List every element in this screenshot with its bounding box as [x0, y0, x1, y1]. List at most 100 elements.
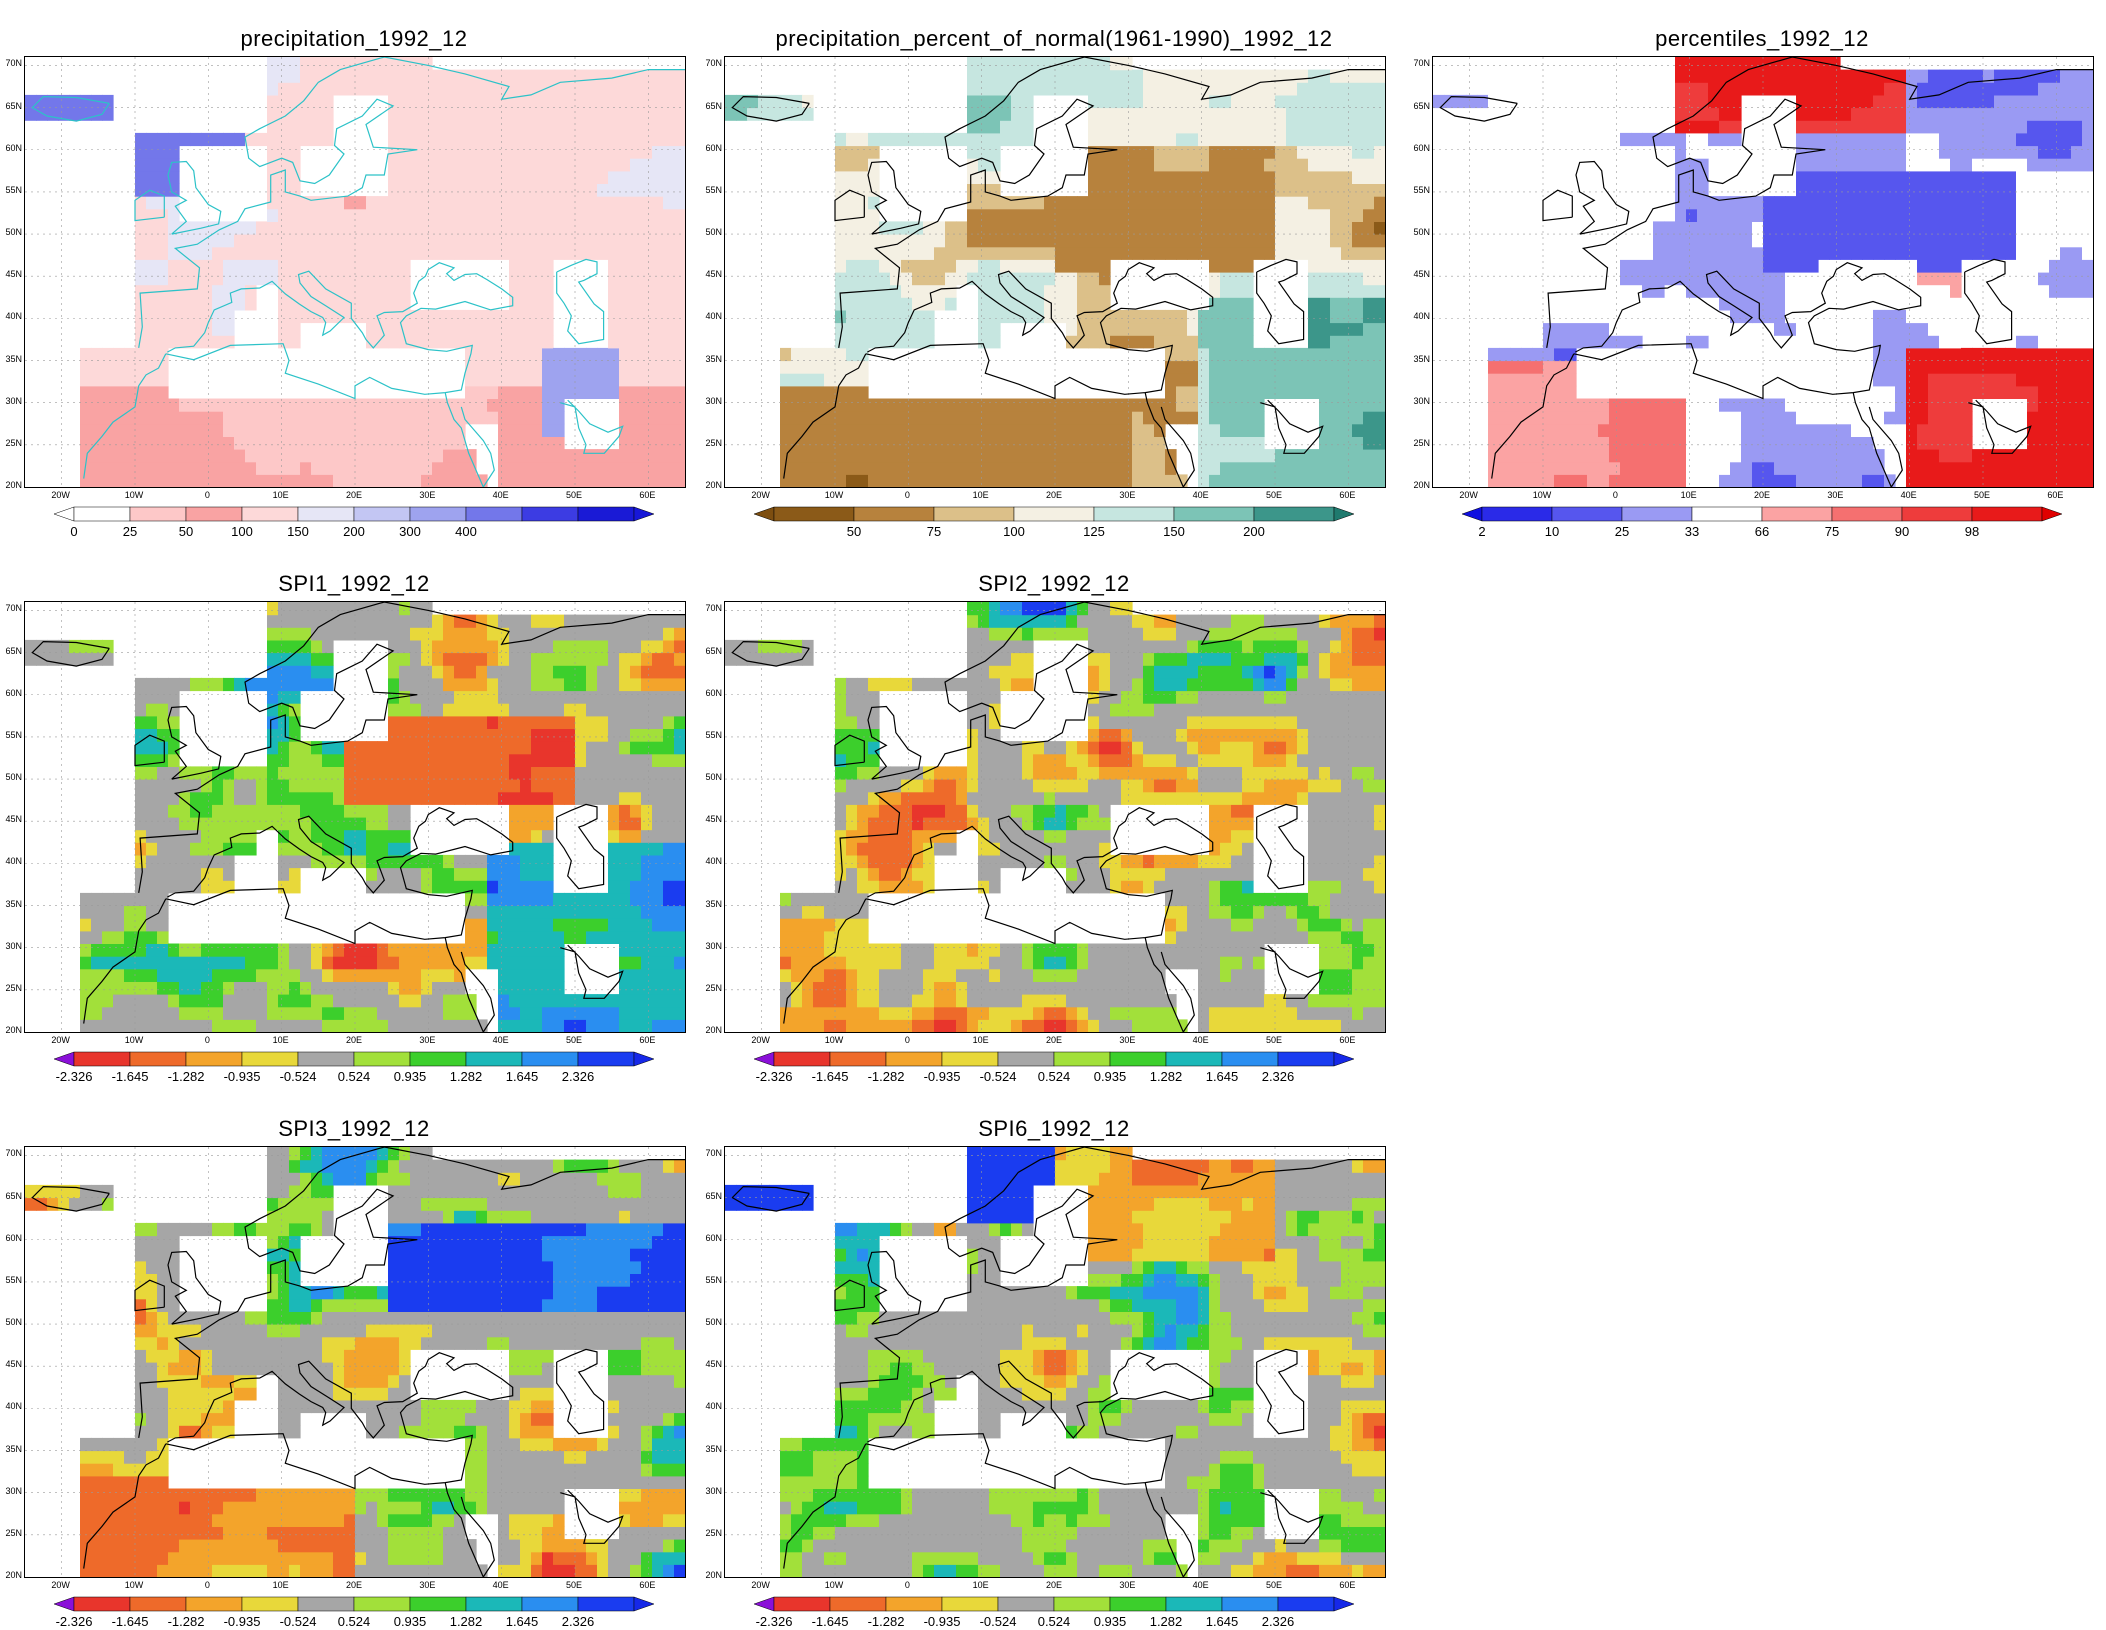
lat-tick-label: 60N	[1406, 143, 1430, 153]
colorbar-label: -1.645	[105, 1614, 155, 1629]
colorbar-swatch	[1166, 1052, 1222, 1066]
colorbar-swatch	[998, 1052, 1054, 1066]
colorbar-label: -1.282	[161, 1614, 211, 1629]
colorbar-label: 0.524	[1029, 1614, 1079, 1629]
lat-tick-label: 50N	[1406, 227, 1430, 237]
lat-tick-label: 45N	[0, 814, 22, 824]
lon-tick-label: 20W	[46, 1035, 76, 1045]
colorbar-label: 75	[909, 524, 959, 539]
lat-tick-label: 50N	[698, 227, 722, 237]
lat-tick-label: 35N	[698, 354, 722, 364]
lon-tick-label: 10E	[966, 1580, 996, 1590]
lon-tick-label: 50E	[1259, 1035, 1289, 1045]
colorbar-swatch	[74, 1597, 130, 1611]
lat-tick-label: 20N	[0, 1025, 22, 1035]
colorbar-label: -2.326	[749, 1614, 799, 1629]
lat-tick-label: 45N	[698, 269, 722, 279]
colorbar-label: -0.935	[217, 1614, 267, 1629]
colorbar-swatch	[1482, 507, 1552, 521]
colorbar-label: -1.282	[861, 1614, 911, 1629]
lon-tick-label: 50E	[1259, 490, 1289, 500]
colorbar-label: -0.524	[273, 1069, 323, 1084]
lat-tick-label: 50N	[0, 772, 22, 782]
colorbar-label: 100	[217, 524, 267, 539]
colorbar-swatch	[830, 1052, 886, 1066]
lon-tick-label: 10E	[266, 490, 296, 500]
colorbar-swatch	[354, 1597, 410, 1611]
lat-tick-label: 40N	[0, 1401, 22, 1411]
colorbar	[1462, 506, 2062, 522]
lat-tick-label: 50N	[0, 227, 22, 237]
panel-title: precipitation_1992_12	[24, 26, 684, 52]
colorbar	[54, 506, 654, 522]
lat-tick-label: 65N	[0, 646, 22, 656]
map-panel-pct_normal: precipitation_percent_of_normal(1961-199…	[700, 0, 1400, 540]
lat-tick-label: 20N	[698, 1025, 722, 1035]
lat-tick-label: 25N	[698, 438, 722, 448]
colorbar-swatch	[1622, 507, 1692, 521]
map-area	[1432, 56, 2094, 488]
lat-tick-label: 55N	[698, 730, 722, 740]
lon-tick-label: 0	[192, 1580, 222, 1590]
lon-tick-label: 20W	[46, 1580, 76, 1590]
colorbar-label: -1.645	[105, 1069, 155, 1084]
colorbar-label: -0.524	[273, 1614, 323, 1629]
lon-tick-label: 0	[892, 1035, 922, 1045]
colorbar-label: -1.282	[161, 1069, 211, 1084]
lat-tick-label: 30N	[698, 941, 722, 951]
colorbar-swatch	[1094, 507, 1174, 521]
colorbar-label: 2.326	[1253, 1614, 1303, 1629]
colorbar-swatch	[130, 1597, 186, 1611]
colorbar-label: 2	[1457, 524, 1507, 539]
lat-tick-label: 65N	[0, 1191, 22, 1201]
colorbar-label: 400	[441, 524, 491, 539]
colorbar-swatch	[1174, 507, 1254, 521]
lat-tick-label: 70N	[0, 603, 22, 613]
lon-tick-label: 20E	[339, 490, 369, 500]
colorbar-label: -2.326	[49, 1614, 99, 1629]
lon-tick-label: 10W	[819, 1580, 849, 1590]
lat-tick-label: 40N	[698, 1401, 722, 1411]
lat-tick-label: 40N	[0, 856, 22, 866]
colorbar-swatch	[298, 1597, 354, 1611]
lat-tick-label: 70N	[698, 603, 722, 613]
lat-tick-label: 55N	[698, 1275, 722, 1285]
colorbar-label: 33	[1667, 524, 1717, 539]
lon-tick-label: 10W	[819, 490, 849, 500]
colorbar-swatch	[1222, 1052, 1278, 1066]
colorbar-swatch	[1832, 507, 1902, 521]
lon-tick-label: 10W	[119, 1580, 149, 1590]
panel-title: SPI2_1992_12	[724, 571, 1384, 597]
colorbar-left-arrow	[1462, 507, 1482, 521]
colorbar-left-arrow	[754, 1597, 774, 1611]
lat-tick-label: 20N	[0, 1570, 22, 1580]
map-field	[25, 602, 685, 1032]
lat-tick-label: 20N	[0, 480, 22, 490]
lat-tick-label: 50N	[0, 1317, 22, 1327]
colorbar-swatch	[1054, 1597, 1110, 1611]
lon-tick-label: 30E	[412, 1580, 442, 1590]
lon-tick-label: 20E	[1039, 490, 1069, 500]
lat-tick-label: 45N	[0, 1359, 22, 1369]
colorbar-right-arrow	[1334, 1052, 1354, 1066]
colorbar-swatch	[1014, 507, 1094, 521]
colorbar-label: 0.524	[329, 1614, 379, 1629]
lon-tick-label: 30E	[412, 490, 442, 500]
colorbar-swatch	[1278, 1597, 1334, 1611]
colorbar-label: 1.645	[497, 1614, 547, 1629]
lat-tick-label: 70N	[0, 58, 22, 68]
lat-tick-label: 65N	[698, 646, 722, 656]
colorbar-swatch	[410, 507, 466, 521]
colorbar-swatch	[410, 1052, 466, 1066]
lat-tick-label: 30N	[0, 941, 22, 951]
lat-tick-label: 40N	[0, 311, 22, 321]
colorbar-swatch	[466, 507, 522, 521]
colorbar-swatch	[186, 507, 242, 521]
colorbar-swatch	[522, 1597, 578, 1611]
colorbar-swatch	[578, 507, 634, 521]
lat-tick-label: 30N	[698, 1486, 722, 1496]
lat-tick-label: 20N	[1406, 480, 1430, 490]
colorbar-label: -1.645	[805, 1614, 855, 1629]
